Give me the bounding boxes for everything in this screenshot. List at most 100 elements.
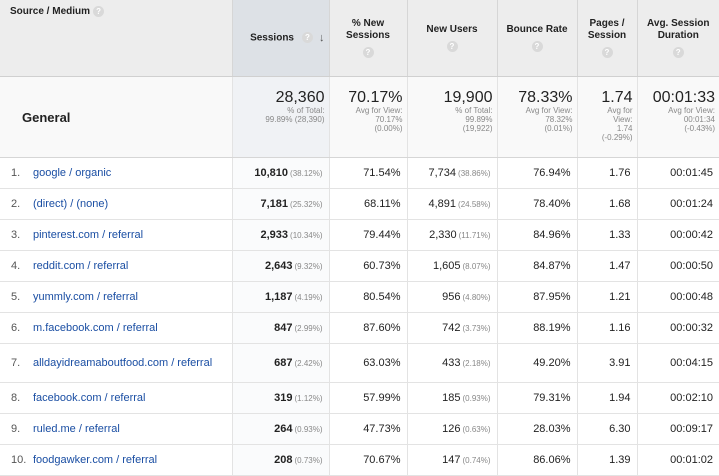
pct-new-total-sub: 70.17% (375, 115, 403, 124)
row-index: 4. (11, 259, 21, 272)
bounce-rate-cell: 79.31% (497, 382, 578, 414)
help-icon[interactable]: ? (362, 47, 374, 58)
new-users-percent: (3.73%) (462, 324, 491, 333)
pages-session-header-label: Pages / Session (587, 18, 627, 41)
source-medium-cell: 8. facebook.com / referral (0, 382, 233, 414)
pages-session-cell: 1.47 (577, 250, 638, 282)
pages-session-header[interactable]: Pages / Session ? (577, 0, 638, 77)
pages-session-cell: 1.33 (577, 219, 638, 251)
table-header-row: Source / Medium? Sessions? ↓ % New Sessio… (0, 0, 719, 77)
avg-session-duration-cell: 00:02:10 (637, 382, 719, 414)
new-users-total: 19,900 (443, 89, 493, 106)
pages-session-cell: 1.68 (577, 188, 638, 220)
pct-new-sessions-header[interactable]: % New Sessions ? (329, 0, 408, 77)
sessions-cell: 10,810 (38.12%) (232, 157, 330, 189)
source-medium-link[interactable]: ruled.me / referral (33, 422, 120, 435)
bounce-rate-header[interactable]: Bounce Rate ? (497, 0, 578, 77)
bounce-rate-cell: 49.20% (497, 343, 578, 383)
sessions-percent: (2.99%) (294, 324, 323, 333)
sessions-percent: (38.12%) (290, 169, 323, 178)
source-medium-link[interactable]: reddit.com / referral (33, 259, 129, 272)
sessions-percent: (10.34%) (290, 231, 323, 240)
help-icon[interactable]: ? (93, 6, 105, 17)
source-medium-link[interactable]: m.facebook.com / referral (33, 321, 158, 334)
totals-row: General 28,360 % of Total: 99.89% (28,39… (0, 76, 719, 158)
bounce-total-sub: Avg for View: (525, 106, 573, 115)
sessions-total-sub: 99.89% (28,390) (265, 115, 325, 124)
pages-total: 1.74 (601, 89, 633, 106)
new-users-header[interactable]: New Users ? (407, 0, 498, 77)
new-users-percent: (0.74%) (462, 456, 491, 465)
new-users-value: 185 (442, 392, 461, 404)
sort-descending-icon[interactable]: ↓ (319, 31, 325, 44)
avg-session-duration-header-label: Avg. Session Duration (647, 18, 710, 41)
avg-session-duration-cell: 00:00:48 (637, 281, 719, 313)
source-medium-header[interactable]: Source / Medium? (0, 0, 233, 77)
new-users-cell: 742 (3.73%) (407, 312, 498, 344)
sessions-cell: 319 (1.12%) (232, 382, 330, 414)
bounce-total-sub: 78.32% (545, 115, 573, 124)
bounce-rate-cell: 78.40% (497, 188, 578, 220)
avg-session-duration-cell: 00:01:24 (637, 188, 719, 220)
new-users-cell: 1,605 (8.07%) (407, 250, 498, 282)
new-users-percent: (24.58%) (458, 200, 491, 209)
pct-new-sessions-cell: 63.03% (329, 343, 408, 383)
duration-total-cell: 00:01:33 Avg for View: 00:01:34 (-0.43%) (637, 76, 719, 158)
new-users-value: 1,605 (432, 260, 461, 272)
row-index: 8. (11, 391, 21, 404)
sessions-value: 847 (274, 322, 293, 334)
sessions-value: 264 (274, 423, 293, 435)
table-row: 7. alldayidreamaboutfood.com / referral 68… (0, 343, 719, 383)
table-row: 2. (direct) / (none) 7,181 (25.32%) 68.11% 4,… (0, 188, 719, 220)
help-icon[interactable]: ? (302, 32, 313, 44)
row-index: 2. (11, 197, 21, 210)
sessions-cell: 2,933 (10.34%) (232, 219, 330, 251)
source-medium-header-label: Source / Medium (10, 6, 91, 18)
help-icon[interactable]: ? (601, 47, 613, 58)
new-users-cell: 126 (0.63%) (407, 413, 498, 445)
table-row: 4. reddit.com / referral 2,643 (9.32%) 60.73… (0, 250, 719, 282)
help-icon[interactable]: ? (531, 41, 543, 52)
sessions-value: 2,933 (260, 229, 289, 241)
pct-new-sessions-header-label: % New Sessions (346, 18, 390, 41)
duration-total: 00:01:33 (652, 89, 715, 106)
source-medium-link[interactable]: alldayidreamaboutfood.com / referral (33, 356, 213, 369)
new-users-cell: 7,734 (38.86%) (407, 157, 498, 189)
sessions-value: 1,187 (264, 291, 293, 303)
row-index: 10. (11, 453, 27, 466)
source-medium-link[interactable]: foodgawker.com / referral (33, 453, 158, 466)
source-medium-link[interactable]: (direct) / (none) (33, 197, 109, 210)
help-icon[interactable]: ? (446, 41, 458, 52)
help-icon[interactable]: ? (672, 47, 684, 58)
avg-session-duration-cell: 00:00:32 (637, 312, 719, 344)
pct-new-sessions-cell: 80.54% (329, 281, 408, 313)
sessions-cell: 7,181 (25.32%) (232, 188, 330, 220)
sessions-value: 7,181 (260, 198, 289, 210)
sessions-cell: 1,187 (4.19%) (232, 281, 330, 313)
sessions-header-label: Sessions (250, 32, 294, 44)
pct-new-sessions-cell: 47.73% (329, 413, 408, 445)
source-medium-link[interactable]: facebook.com / referral (33, 391, 146, 404)
source-medium-link[interactable]: pinterest.com / referral (33, 228, 144, 241)
row-index: 1. (11, 166, 21, 179)
source-medium-cell: 6. m.facebook.com / referral (0, 312, 233, 344)
new-users-cell: 433 (2.18%) (407, 343, 498, 383)
new-users-total-sub: (19,922) (462, 124, 493, 133)
pct-new-total-sub: Avg for View: (355, 106, 403, 115)
bounce-rate-cell: 84.96% (497, 219, 578, 251)
bounce-rate-header-label: Bounce Rate (506, 24, 568, 35)
avg-session-duration-header[interactable]: Avg. Session Duration ? (637, 0, 719, 77)
sessions-value: 208 (274, 454, 293, 466)
pct-new-sessions-cell: 57.99% (329, 382, 408, 414)
table-body: 1. google / organic 10,810 (38.12%) 71.54% 7,… (0, 157, 719, 476)
pct-new-total-cell: 70.17% Avg for View: 70.17% (0.00%) (329, 76, 408, 158)
source-medium-link[interactable]: yummly.com / referral (33, 290, 138, 303)
sessions-value: 10,810 (254, 167, 289, 179)
source-medium-link[interactable]: google / organic (33, 166, 112, 179)
pages-total-cell: 1.74 Avg for View: 1.74 (-0.29%) (577, 76, 638, 158)
row-index: 3. (11, 228, 21, 241)
sessions-header[interactable]: Sessions? ↓ (232, 0, 330, 77)
table-row: 6. m.facebook.com / referral 847 (2.99%) 87.… (0, 312, 719, 344)
sessions-percent: (9.32%) (294, 262, 323, 271)
duration-total-sub: Avg for View: (668, 106, 715, 115)
